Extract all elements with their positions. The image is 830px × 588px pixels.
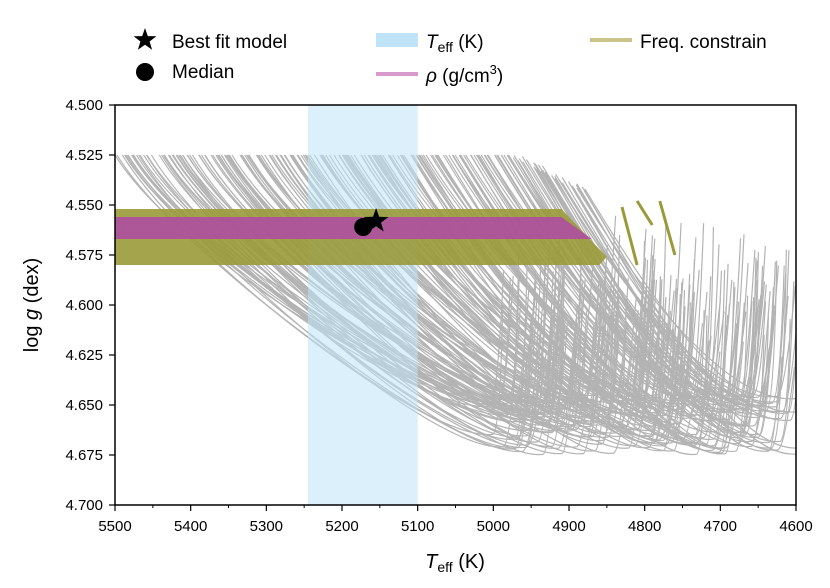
x-tick-label: 5400: [174, 518, 207, 535]
y-axis-title: log g (dex): [21, 258, 43, 353]
legend-rho: ρ (g/cm3): [376, 62, 503, 87]
x-tick-label: 4700: [704, 518, 737, 535]
x-axis-title: Teff (K): [425, 551, 485, 575]
svg-text:ρ (g/cm3): ρ (g/cm3): [425, 62, 503, 87]
teff-band: [307, 105, 418, 505]
x-tick-label: 5500: [98, 518, 131, 535]
x-tick-label: 4800: [628, 518, 661, 535]
y-tick-label: 4.650: [65, 397, 103, 414]
x-tick-label: 5100: [401, 518, 434, 535]
track-line: [571, 185, 790, 403]
legend: Best fit model Median Teff (K) ρ (g/cm3)…: [133, 28, 767, 87]
track-line: [583, 190, 787, 408]
track-line: [561, 177, 778, 412]
y-tick-label: 4.550: [65, 197, 103, 214]
x-tick-label: 5200: [325, 518, 358, 535]
y-tick-label: 4.675: [65, 447, 103, 464]
y-tick-label: 4.575: [65, 247, 103, 264]
fit-markers: [354, 208, 389, 236]
evolutionary-tracks: [115, 154, 796, 456]
constraint-bands: [115, 105, 677, 505]
track-line: [559, 180, 785, 404]
x-tick-label: 4900: [552, 518, 585, 535]
y-tick-label: 4.600: [65, 297, 103, 314]
legend-freq: Freq. constrain: [590, 32, 767, 53]
freq-segment: [635, 200, 654, 226]
x-axis-ticks: 5500 5400 5300 5200 5100 5000 4900 4800 4700 4600: [98, 505, 813, 535]
legend-best-fit: Best fit model: [133, 28, 287, 53]
track-line: [575, 184, 796, 421]
y-axis-ticks: 4.500 4.525 4.550 4.575 4.600 4.625 4.650 4.675…: [65, 97, 115, 514]
svg-text:Teff (K): Teff (K): [426, 32, 484, 55]
star-icon: [133, 28, 157, 50]
x-tick-label: 5300: [250, 518, 283, 535]
track-line: [584, 188, 796, 413]
y-tick-label: 4.525: [65, 147, 103, 164]
track-line: [576, 183, 796, 455]
y-tick-label: 4.625: [65, 347, 103, 364]
track-line: [576, 187, 796, 400]
track-line: [554, 175, 787, 452]
svg-text:Median: Median: [172, 62, 234, 83]
median-marker: [354, 218, 373, 236]
track-line: [555, 179, 796, 398]
rho-band: [115, 217, 592, 239]
legend-teff: Teff (K): [376, 32, 484, 55]
svg-text:Best fit model: Best fit model: [172, 32, 287, 53]
teff-swatch: [376, 33, 418, 47]
track-line: [561, 182, 791, 419]
best-fit-marker: [363, 208, 389, 232]
y-tick-label: 4.700: [65, 497, 103, 514]
x-tick-label: 5000: [477, 518, 510, 535]
x-tick-label: 4600: [779, 518, 812, 535]
svg-text:Freq. constrain: Freq. constrain: [640, 32, 767, 53]
track-line: [574, 189, 795, 451]
circle-icon: [136, 63, 154, 81]
freq-segment: [620, 206, 639, 266]
y-tick-label: 4.500: [65, 97, 103, 114]
legend-median: Median: [136, 62, 234, 83]
freq-segment: [658, 200, 677, 256]
